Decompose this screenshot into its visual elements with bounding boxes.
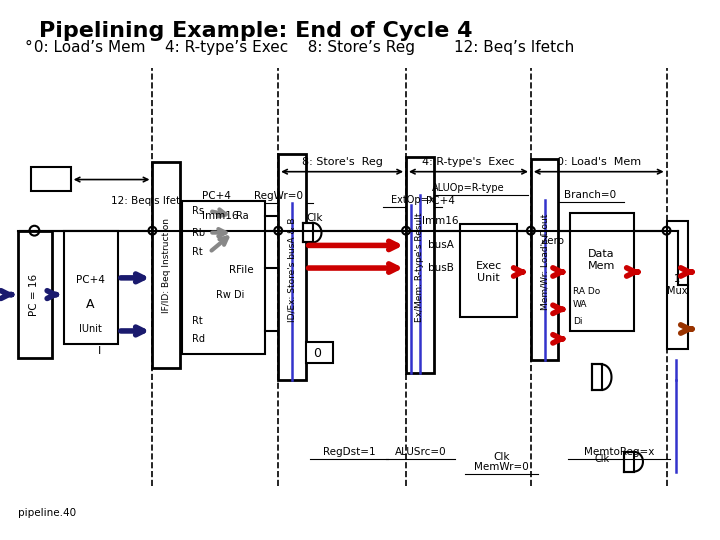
Text: 8: Store's  Reg: 8: Store's Reg bbox=[302, 157, 382, 167]
Text: Rt: Rt bbox=[192, 247, 202, 257]
Bar bbox=[460, 224, 517, 317]
Bar bbox=[624, 452, 634, 471]
Text: PC = 16: PC = 16 bbox=[30, 274, 40, 316]
Text: MemWr=0: MemWr=0 bbox=[474, 462, 528, 471]
Bar bbox=[592, 364, 602, 390]
Text: Rt: Rt bbox=[192, 316, 202, 326]
Text: 0: Load’s Mem    4: R-type’s Exec    8: Store’s Reg        12: Beq’s Ifetch: 0: Load’s Mem 4: R-type’s Exec 8: Store’… bbox=[30, 40, 575, 55]
Text: busA: busA bbox=[428, 240, 454, 251]
Bar bbox=[406, 157, 433, 373]
Text: Rw Di: Rw Di bbox=[216, 289, 245, 300]
Text: 1
Mux: 1 Mux bbox=[667, 274, 688, 295]
Text: ALUOp=R-type: ALUOp=R-type bbox=[432, 183, 504, 193]
Bar bbox=[570, 213, 634, 331]
Text: I: I bbox=[99, 346, 102, 356]
Text: Clk: Clk bbox=[306, 213, 323, 223]
Bar bbox=[18, 231, 52, 359]
Text: Rs: Rs bbox=[192, 206, 204, 216]
Text: PC+4: PC+4 bbox=[426, 196, 455, 206]
Text: Pipelining Example: End of Cycle 4: Pipelining Example: End of Cycle 4 bbox=[40, 21, 473, 41]
Text: Zero: Zero bbox=[541, 235, 564, 246]
Text: ExtOp=x: ExtOp=x bbox=[391, 195, 435, 205]
Text: Mem/Wr: Load's Dout: Mem/Wr: Load's Dout bbox=[540, 214, 549, 310]
Bar bbox=[153, 162, 180, 368]
Text: Branch=0: Branch=0 bbox=[564, 190, 616, 200]
Text: ALUSrc=0: ALUSrc=0 bbox=[395, 447, 446, 457]
Text: pipeline.40: pipeline.40 bbox=[18, 508, 76, 518]
Text: RegWr=0: RegWr=0 bbox=[253, 191, 302, 201]
Text: Clk: Clk bbox=[595, 454, 610, 464]
Text: Di: Di bbox=[573, 316, 582, 326]
Text: Data
Mem: Data Mem bbox=[588, 249, 616, 271]
Text: ID/Ex: Store's busA & B: ID/Ex: Store's busA & B bbox=[287, 218, 297, 322]
Text: MemtoReg=x: MemtoReg=x bbox=[584, 447, 654, 457]
Text: Ex/Mem: R-type's Result: Ex/Mem: R-type's Result bbox=[415, 212, 424, 322]
Text: RA Do: RA Do bbox=[573, 287, 600, 296]
Text: Ra: Ra bbox=[236, 211, 248, 221]
Text: A: A bbox=[86, 298, 95, 311]
Bar bbox=[303, 223, 312, 242]
Text: Imm16: Imm16 bbox=[202, 211, 238, 221]
Text: PC+4: PC+4 bbox=[202, 191, 230, 201]
Text: IUnit: IUnit bbox=[79, 324, 102, 334]
Text: Exec
Unit: Exec Unit bbox=[475, 261, 502, 283]
Text: busB: busB bbox=[428, 263, 454, 273]
Text: Imm16: Imm16 bbox=[422, 216, 459, 226]
Text: 0: 0 bbox=[313, 347, 322, 360]
Text: RegDst=1: RegDst=1 bbox=[323, 447, 375, 457]
Text: Clk: Clk bbox=[493, 451, 510, 462]
Bar bbox=[306, 342, 333, 363]
Text: 12: Beq's Ifet: 12: Beq's Ifet bbox=[111, 196, 180, 206]
Bar bbox=[278, 154, 306, 380]
Bar bbox=[667, 221, 688, 349]
Bar bbox=[182, 201, 266, 354]
Text: Rb: Rb bbox=[192, 228, 204, 238]
Text: 4: R-type's  Exec: 4: R-type's Exec bbox=[422, 157, 514, 167]
Text: Rd: Rd bbox=[192, 334, 204, 344]
Bar bbox=[64, 231, 118, 344]
Bar bbox=[531, 159, 559, 360]
Text: RFile: RFile bbox=[228, 265, 253, 275]
Text: 0: Load's  Mem: 0: Load's Mem bbox=[557, 157, 641, 167]
Text: WA: WA bbox=[573, 300, 588, 309]
Text: IF/ID: Beq Instruction: IF/ID: Beq Instruction bbox=[162, 218, 171, 313]
Text: °: ° bbox=[24, 40, 32, 55]
Bar bbox=[32, 167, 71, 191]
Text: PC+4: PC+4 bbox=[76, 275, 105, 285]
